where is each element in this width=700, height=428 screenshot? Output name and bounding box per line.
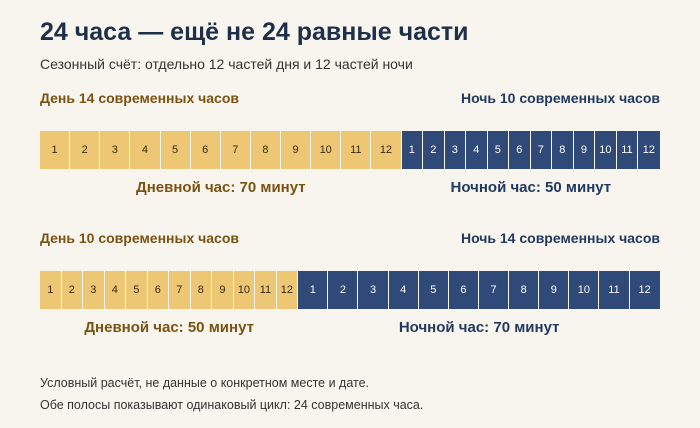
row1-night-hour-label: Ночной час: 50 минут [450,179,612,196]
row2-day-header: День 10 современных часов [40,230,239,246]
night-segment: 8 [552,131,574,169]
footnote-1: Условный расчёт, не данные о конкретном … [40,376,370,390]
day-segment: 6 [147,271,170,309]
day-segment: 11 [255,271,277,309]
day-segment: 8 [250,131,281,169]
night-segment: 11 [616,131,639,169]
night-segment: 5 [418,271,449,309]
night-segment: 2 [328,271,359,309]
day-segment: 2 [70,131,101,169]
day-segment: 3 [83,271,105,309]
night-segment: 10 [569,271,600,309]
row1-day-hour-label: Дневной час: 70 минут [136,179,306,196]
night-segment: 7 [478,271,510,309]
night-segment: 4 [466,131,488,169]
night-segment: 1 [298,271,329,309]
day-segment: 2 [61,271,84,309]
night-segment: 6 [509,131,531,169]
page-title: 24 часа — ещё не 24 равные части [40,18,469,46]
row2-time-bar: 1 2 3 4 5 6 7 8 9 10 11 12 1 2 3 4 5 6 7 8 9 10 11 12 [40,271,660,309]
day-segment: 10 [233,271,256,309]
night-segment: 10 [595,131,617,169]
night-segment: 4 [388,271,419,309]
night-segment: 7 [530,131,553,169]
day-segment: 4 [130,131,161,169]
day-segment: 1 [40,131,71,169]
day-segment: 6 [190,131,221,169]
day-segment: 7 [169,271,191,309]
night-segment: 3 [444,131,467,169]
day-segment: 10 [311,131,342,169]
day-segment: 4 [104,271,127,309]
day-segment: 12 [276,271,299,309]
day-segment: 7 [220,131,251,169]
night-segment: 8 [509,271,540,309]
night-segment: 6 [448,271,479,309]
day-segment: 3 [100,131,131,169]
footnote-2: Обе полосы показывают одинаковый цикл: 2… [40,398,424,412]
day-segment: 8 [190,271,213,309]
night-segment: 12 [629,271,660,309]
row2-day-hour-label: Дневной час: 50 минут [84,319,254,336]
day-segment: 9 [281,131,312,169]
day-segment: 12 [371,131,402,169]
row1-time-bar: 1 2 3 4 5 6 7 8 9 10 11 12 1 2 3 4 5 6 7 8 9 10 11 12 [40,131,660,169]
day-segment: 11 [341,131,372,169]
night-segment: 5 [487,131,510,169]
night-segment: 11 [599,271,630,309]
night-segment: 9 [573,131,596,169]
row1-night-header: Ночь 10 современных часов [460,90,660,106]
row2-night-header: Ночь 14 современных часов [460,230,660,246]
day-segment: 9 [212,271,234,309]
night-segment: 9 [539,271,570,309]
day-segment: 1 [40,271,62,309]
night-segment: 1 [401,131,424,169]
day-segment: 5 [126,271,148,309]
night-segment: 3 [358,271,389,309]
row2-night-hour-label: Ночной час: 70 минут [398,319,560,336]
night-segment: 2 [423,131,445,169]
row1-day-header: День 14 современных часов [40,90,239,106]
page-subtitle: Сезонный счёт: отдельно 12 частей дня и … [40,56,413,72]
night-segment: 12 [638,131,660,169]
day-segment: 5 [160,131,191,169]
